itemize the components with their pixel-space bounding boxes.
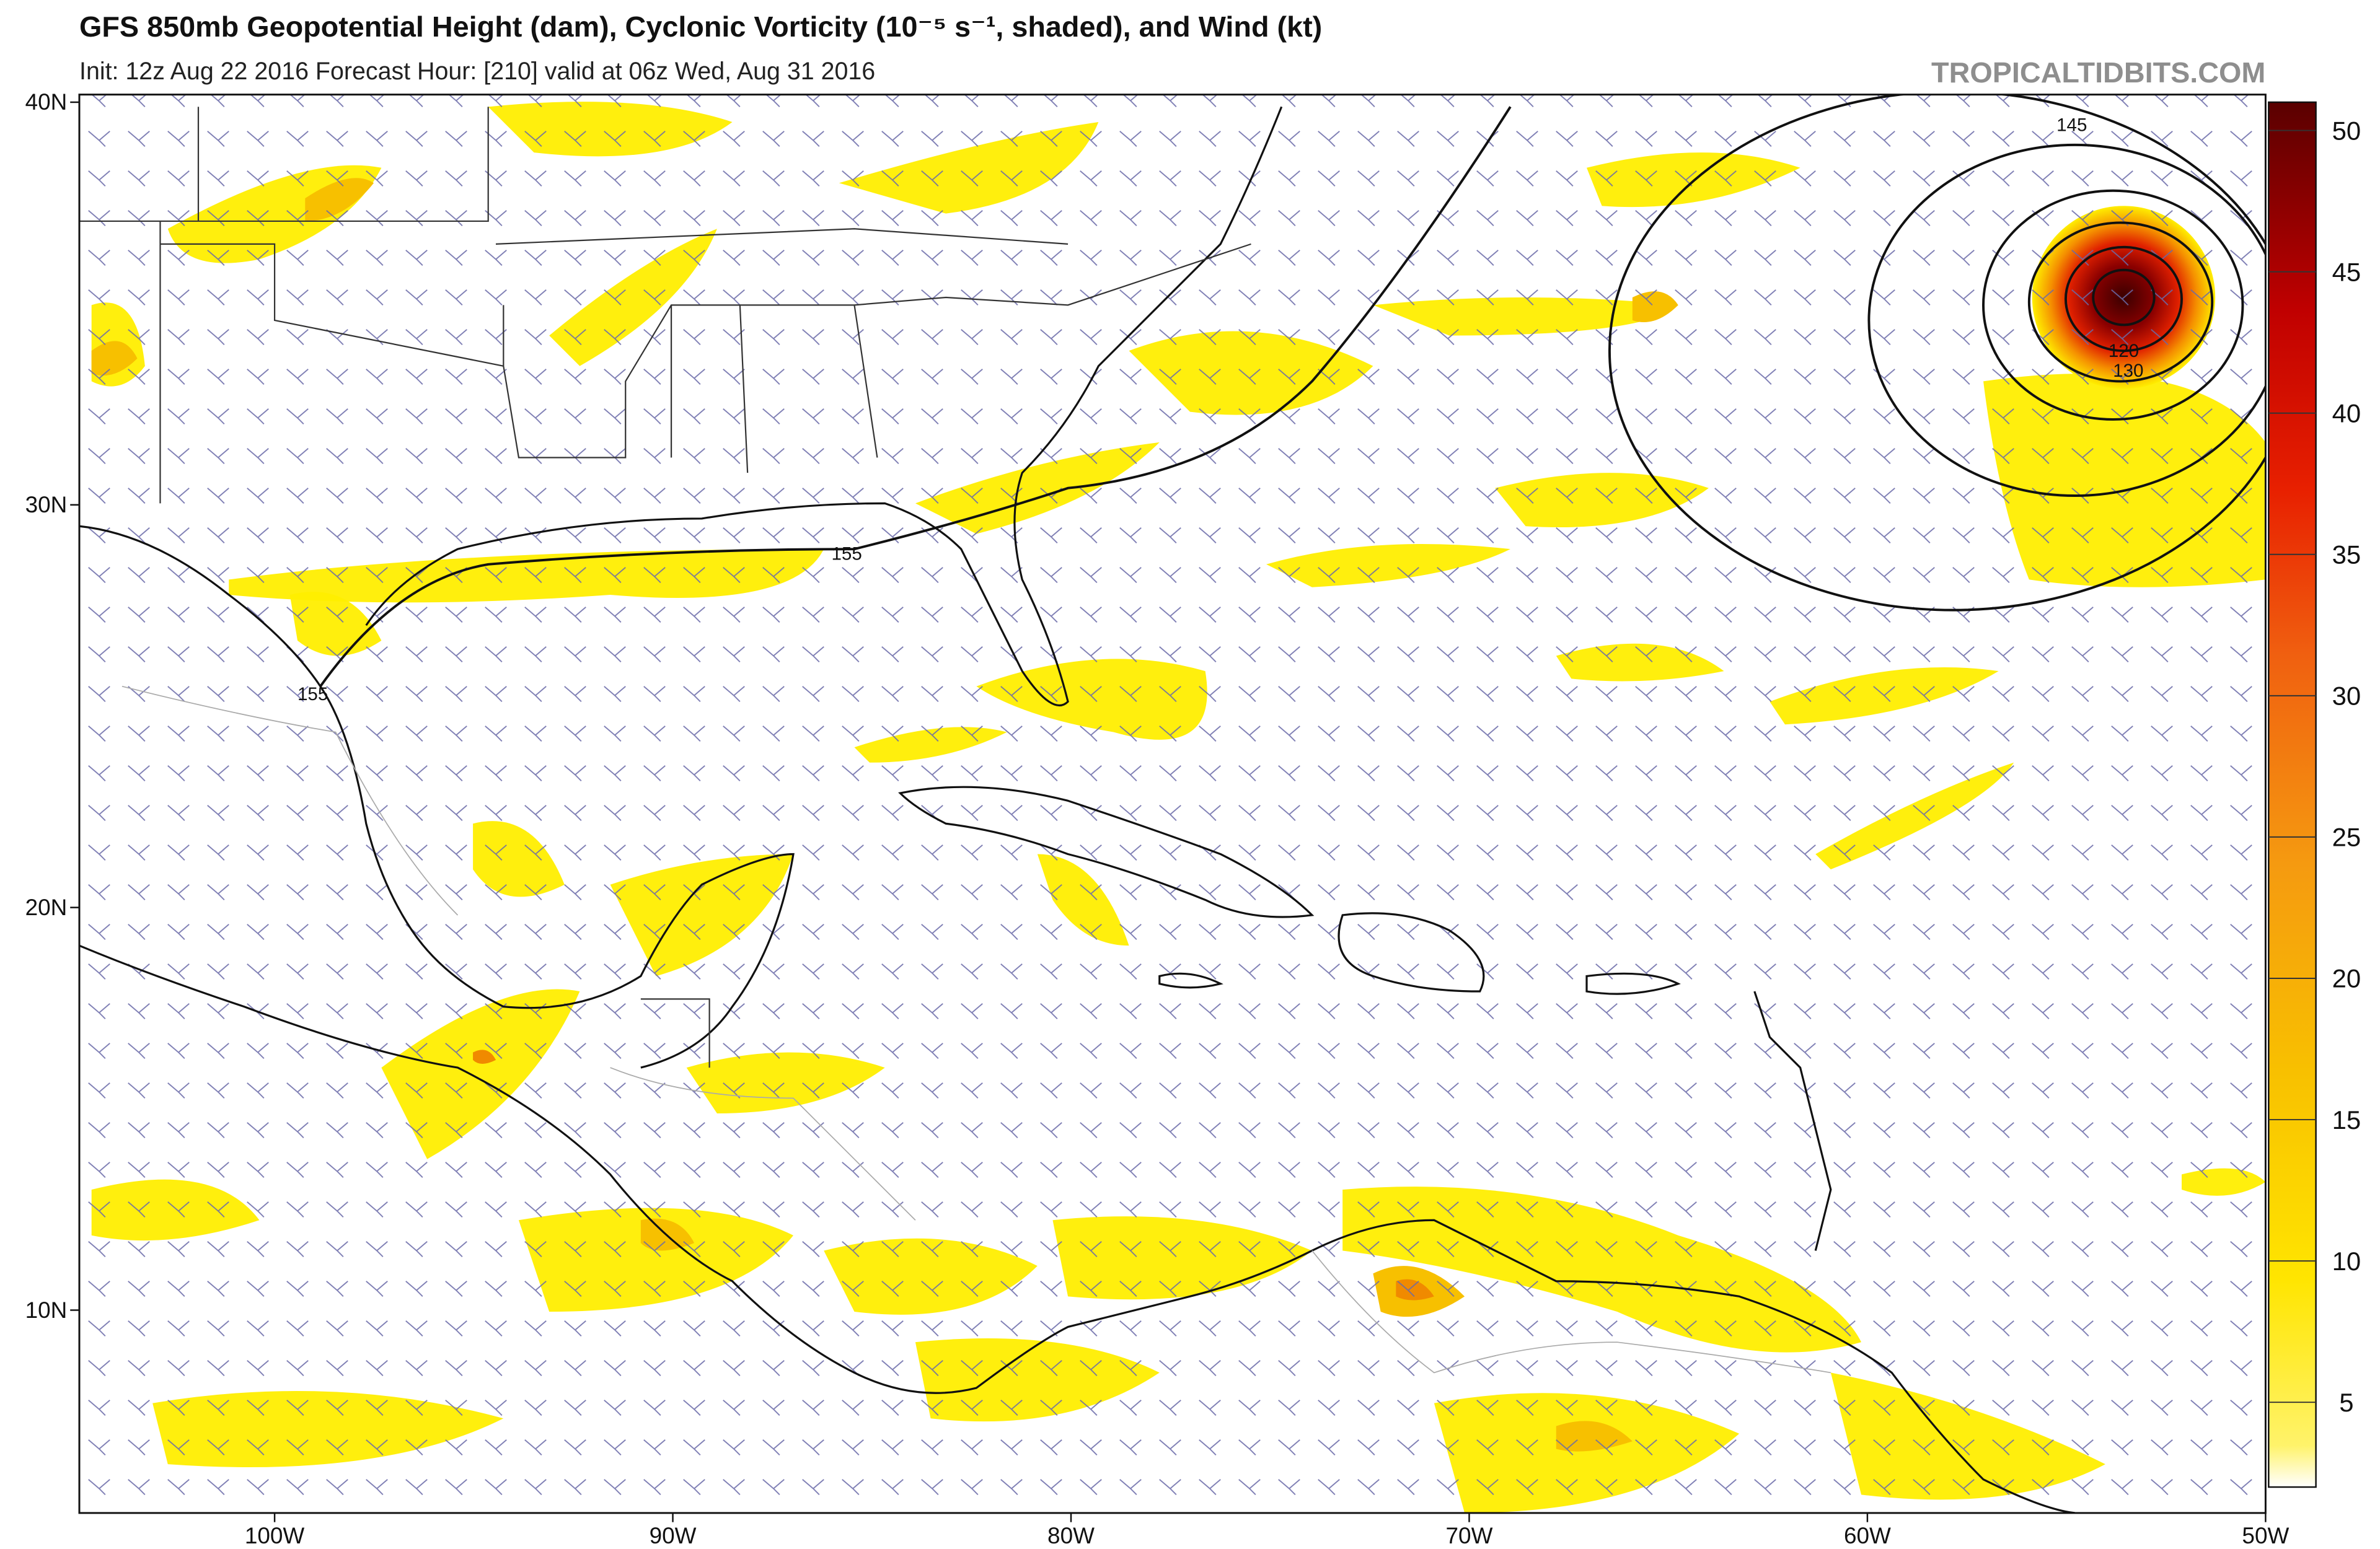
map-frame: [78, 94, 2267, 1514]
lon-label: 90W: [650, 1523, 697, 1548]
coast: [1753, 991, 1832, 1251]
contour-label: 130: [2113, 361, 2143, 381]
coastlines: [79, 106, 2075, 1513]
wind-barbs: [79, 94, 2266, 1513]
contour-label: 155: [298, 684, 328, 704]
contour: [1867, 143, 2266, 497]
lon-label: 60W: [1844, 1523, 1891, 1548]
contour: [2092, 268, 2156, 327]
contour: [1982, 189, 2244, 421]
lon-label: 50W: [2242, 1523, 2289, 1548]
contour-label: 120: [2109, 341, 2139, 361]
map-subtitle: Init: 12z Aug 22 2016 Forecast Hour: [21…: [79, 58, 875, 85]
border: [79, 107, 1251, 1068]
colorbar-tick-label: 20: [2332, 964, 2361, 993]
colorbar-tick-label: 25: [2332, 823, 2361, 852]
coast: [79, 944, 2075, 1513]
colorbar-tick-label: 5: [2339, 1388, 2353, 1417]
map-title: GFS 850mb Geopotential Height (dam), Cyc…: [79, 11, 1322, 43]
colorbar-tick-label: 10: [2332, 1247, 2361, 1276]
colorbar-tick-label: 15: [2332, 1105, 2361, 1134]
coast: [365, 106, 1283, 707]
lon-label: 70W: [1446, 1523, 1493, 1548]
colorbar: [2268, 101, 2317, 1488]
contour-label: 145: [2056, 115, 2087, 136]
contour: [2064, 245, 2183, 353]
contour: [319, 106, 1512, 687]
lat-label: 30N: [25, 492, 68, 517]
colorbar-tick-label: 45: [2332, 257, 2361, 286]
admin-borders: [121, 685, 1831, 1374]
contour-label: 155: [832, 543, 862, 564]
lat-label: 40N: [25, 89, 68, 115]
colorbar-tick-label: 50: [2332, 116, 2361, 145]
coast: [1338, 912, 1485, 993]
colorbar-tick-label: 40: [2332, 398, 2361, 428]
lat-label: 10N: [25, 1297, 68, 1323]
coast: [1585, 972, 1681, 995]
colorbar-tick-label: 30: [2332, 682, 2361, 711]
coast: [79, 525, 795, 1069]
height-contours: [319, 94, 2266, 687]
lat-label: 20N: [25, 895, 68, 920]
coast: [1158, 972, 1223, 989]
axes: 40N 30N 20N 10N 100W 90W 80W 70W 60W 50W: [25, 89, 2290, 1548]
contour: [1608, 94, 2266, 612]
colorbar-ticks: 5 10 15 20 25 30 35 40 45 50: [2268, 116, 2361, 1417]
contour: [2027, 221, 2214, 383]
coast: [898, 786, 1315, 918]
colorbar-tick-label: 35: [2332, 540, 2361, 569]
lon-label: 100W: [245, 1523, 305, 1548]
state-borders: [79, 107, 1251, 1068]
minor: [121, 685, 1831, 1374]
watermark: TROPICALTIDBITS.COM: [1931, 56, 2265, 89]
lon-label: 80W: [1047, 1523, 1095, 1548]
